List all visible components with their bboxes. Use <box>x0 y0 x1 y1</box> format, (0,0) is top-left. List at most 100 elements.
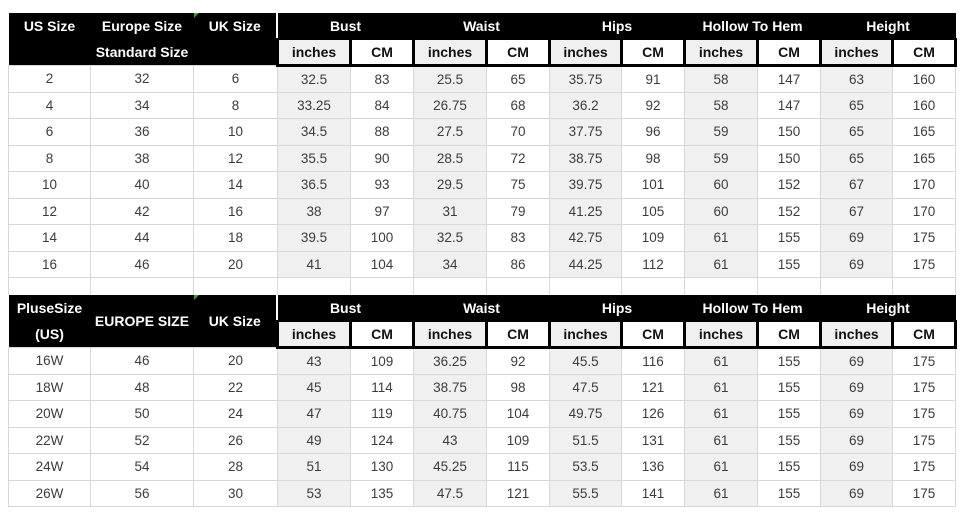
group-header-height: Height <box>820 295 956 322</box>
table-cell: 160 <box>892 91 957 119</box>
table-cell: 136 <box>621 453 686 481</box>
table-cell: 44 <box>90 224 194 252</box>
table-cell: 38 <box>277 197 351 225</box>
unit-header-cm: CM <box>349 38 415 68</box>
table-cell: 61 <box>684 224 759 252</box>
table-row: 2 32 6 32.5 83 25.5 65 35.75 91 58 147 63 160 <box>8 65 957 93</box>
table-cell: 18W <box>8 373 91 401</box>
table-cell: 60 <box>684 171 759 199</box>
col-header-europe-size: EUROPE SIZE <box>90 295 194 348</box>
table-cell: 59 <box>684 118 759 146</box>
table-cell: 165 <box>892 118 957 146</box>
table-cell: 75 <box>485 171 551 199</box>
table-cell: 53 <box>277 479 351 507</box>
europe-size-label: EUROPE SIZE <box>94 313 190 329</box>
table-cell: 104 <box>485 400 551 428</box>
table-cell: 54 <box>90 453 194 481</box>
table-row: 24W 54 28 51 130 45.25 115 53.5 136 61 155 69 175 <box>8 453 957 481</box>
table-cell: 121 <box>485 479 551 507</box>
table-cell: 155 <box>757 250 822 278</box>
table-cell: 67 <box>820 197 894 225</box>
table-cell: 26W <box>8 479 91 507</box>
table-cell: 69 <box>820 347 894 375</box>
table-cell: 155 <box>757 453 822 481</box>
table-cell: 33.25 <box>277 91 351 119</box>
table-cell: 147 <box>757 91 822 119</box>
table-cell: 20 <box>193 250 278 278</box>
table-cell: 30 <box>193 479 278 507</box>
plus-size-table-body: 16W 46 20 43 109 36.25 92 45.5 116 61 155 69 175 18W 4… <box>8 347 957 507</box>
table-cell: 47.5 <box>413 479 487 507</box>
unit-header-inches: inches <box>548 320 624 350</box>
table-cell: 36.5 <box>277 171 351 199</box>
table-cell: 32.5 <box>413 224 487 252</box>
table-cell: 45 <box>277 373 351 401</box>
table-row: 20W 50 24 47 119 40.75 104 49.75 126 61 155 69 175 <box>8 400 957 428</box>
table-cell: 59 <box>684 144 759 172</box>
table-cell: 65 <box>820 144 894 172</box>
unit-header-cm: CM <box>620 320 687 350</box>
table-cell: 84 <box>350 91 414 119</box>
col-header-uk-size: UK Size <box>193 13 278 66</box>
table-cell: 22W <box>8 426 91 454</box>
table-row: 18W 48 22 45 114 38.75 98 47.5 121 61 155 69 175 <box>8 373 957 401</box>
unit-header-cm: CM <box>484 38 552 68</box>
table-cell: 2 <box>8 65 91 93</box>
table-cell: 175 <box>892 479 957 507</box>
table-cell: 97 <box>350 197 414 225</box>
unit-header-cm: CM <box>756 38 823 68</box>
table-cell: 61 <box>684 400 759 428</box>
table-cell: 24 <box>193 400 278 428</box>
standard-size-table-body: 2 32 6 32.5 83 25.5 65 35.75 91 58 147 63 160 4 34 8 33.… <box>8 65 957 278</box>
table-cell: 39.5 <box>277 224 351 252</box>
table-cell: 36.2 <box>549 91 623 119</box>
table-cell: 155 <box>757 224 822 252</box>
table-cell: 12 <box>8 197 91 225</box>
table-cell: 60 <box>684 197 759 225</box>
table-row: 10 40 14 36.5 93 29.5 75 39.75 101 60 152 67 170 <box>8 171 957 199</box>
table-cell: 10 <box>193 118 278 146</box>
group-header-hips: Hips <box>549 295 685 322</box>
table-cell: 72 <box>485 144 551 172</box>
table-cell: 69 <box>820 426 894 454</box>
table-cell: 58 <box>684 65 759 93</box>
table-cell: 20W <box>8 400 91 428</box>
group-header-waist: Waist <box>413 13 550 40</box>
table-cell: 61 <box>684 453 759 481</box>
group-header-hollow-to-hem: Hollow To Hem <box>684 295 821 322</box>
table-cell: 40 <box>90 171 194 199</box>
table-cell: 69 <box>820 479 894 507</box>
table-cell: 152 <box>757 171 822 199</box>
table-cell: 155 <box>757 347 822 375</box>
table-cell: 47 <box>277 400 351 428</box>
table-cell: 175 <box>892 426 957 454</box>
table-cell: 175 <box>892 453 957 481</box>
table-cell: 35.5 <box>277 144 351 172</box>
table-cell: 61 <box>684 250 759 278</box>
table-cell: 92 <box>621 91 686 119</box>
europe-size-label: Europe Size <box>101 18 183 34</box>
plus-size-label: PluseSize <box>16 300 83 316</box>
table-cell: 65 <box>820 91 894 119</box>
table-cell: 155 <box>757 373 822 401</box>
table-cell: 155 <box>757 479 822 507</box>
table-cell: 18 <box>193 224 278 252</box>
table-cell: 46 <box>90 250 194 278</box>
table-cell: 121 <box>621 373 686 401</box>
table-cell: 141 <box>621 479 686 507</box>
table-cell: 24W <box>8 453 91 481</box>
unit-header-inches: inches <box>548 38 624 68</box>
uk-size-label: UK Size <box>208 313 261 329</box>
table-cell: 175 <box>892 224 957 252</box>
table-cell: 67 <box>820 171 894 199</box>
table-cell: 16 <box>8 250 91 278</box>
table-cell: 61 <box>684 373 759 401</box>
table-cell: 96 <box>621 118 686 146</box>
unit-header-cm: CM <box>891 38 958 68</box>
table-cell: 147 <box>757 65 822 93</box>
table-cell: 165 <box>892 144 957 172</box>
group-header-height: Height <box>820 13 956 40</box>
group-header-bust: Bust <box>277 13 414 40</box>
uk-size-label: UK Size <box>208 18 261 34</box>
table-cell: 150 <box>757 144 822 172</box>
